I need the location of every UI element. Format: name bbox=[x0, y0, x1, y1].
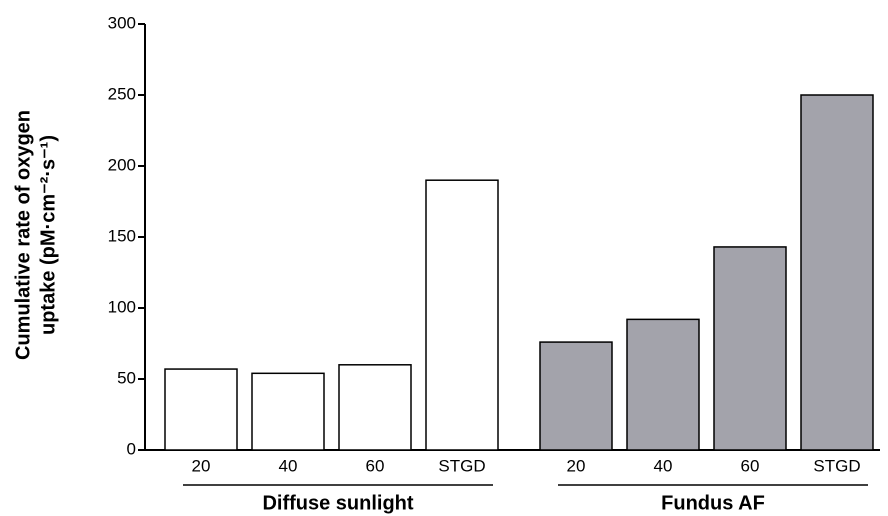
y-tick-label: 250 bbox=[108, 84, 136, 103]
x-tick-label: 60 bbox=[741, 456, 760, 475]
x-tick-label: STGD bbox=[813, 456, 860, 475]
bar bbox=[338, 364, 412, 451]
bar bbox=[713, 246, 787, 451]
bar bbox=[251, 372, 325, 451]
x-tick-label: 20 bbox=[192, 456, 211, 475]
y-tick-label: 200 bbox=[108, 155, 136, 174]
x-tick-label: 60 bbox=[366, 456, 385, 475]
y-label-line: Cumulative rate of oxygen bbox=[12, 110, 34, 360]
y-tick-label: 150 bbox=[108, 226, 136, 245]
bar bbox=[626, 318, 700, 451]
x-tick-label: 20 bbox=[567, 456, 586, 475]
bar bbox=[425, 179, 499, 451]
y-tick-label: 300 bbox=[108, 13, 136, 32]
bar bbox=[164, 368, 238, 451]
bar bbox=[539, 341, 613, 451]
y-tick-label: 0 bbox=[127, 439, 136, 458]
group-label: Diffuse sunlight bbox=[262, 492, 413, 514]
y-tick-label: 50 bbox=[117, 368, 136, 387]
x-tick-label: STGD bbox=[438, 456, 485, 475]
x-tick-label: 40 bbox=[654, 456, 673, 475]
x-tick-label: 40 bbox=[279, 456, 298, 475]
y-tick-label: 100 bbox=[108, 297, 136, 316]
y-label-line: uptake (pM·cm⁻²·s⁻¹) bbox=[37, 135, 59, 335]
group-label: Fundus AF bbox=[661, 492, 765, 514]
y-axis-label: Cumulative rate of oxygen uptake (pM·cm⁻… bbox=[12, 110, 59, 360]
bar bbox=[800, 94, 874, 451]
